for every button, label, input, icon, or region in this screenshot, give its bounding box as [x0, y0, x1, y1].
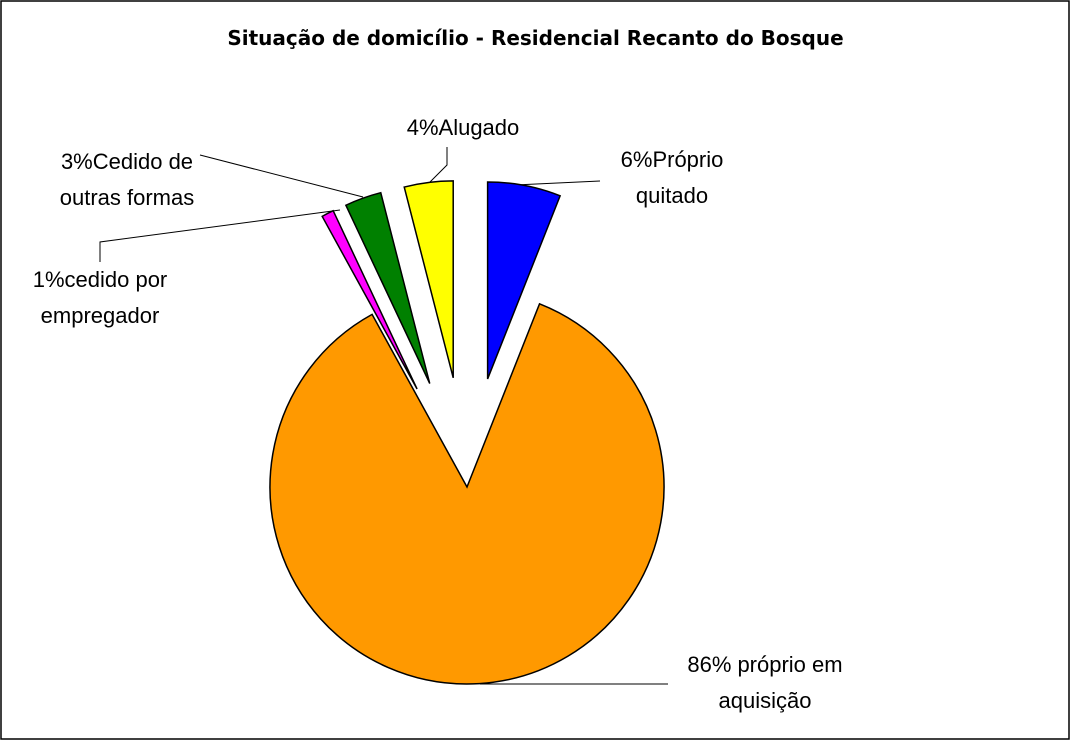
data-label-category: próprio em aquisição — [718, 652, 843, 713]
data-label: 1%cedido por empregador — [20, 262, 180, 334]
pie-slice — [486, 181, 562, 380]
leader-line — [99, 209, 341, 262]
data-label-value: 6% — [620, 147, 653, 172]
leader-line — [199, 154, 364, 198]
data-label: 6%Próprio quitado — [602, 142, 742, 214]
chart-title: Situação de domicílio - Residencial Reca… — [227, 26, 844, 50]
data-label-category: Próprio quitado — [635, 147, 724, 208]
pie-slice — [344, 191, 431, 384]
data-label-category: Cedido de outras formas — [59, 149, 195, 210]
data-label-category: Alugado — [438, 115, 520, 140]
data-label-category: cedido por empregador — [40, 267, 168, 328]
pie-slice — [403, 180, 454, 379]
pie-slice — [321, 209, 418, 390]
data-label-value: 4% — [406, 115, 439, 140]
data-label: 86% próprio em aquisição — [670, 647, 860, 719]
pie-slice — [269, 302, 665, 685]
data-label: 3%Cedido de outras formas — [47, 144, 207, 216]
data-label-value: 86% — [687, 652, 732, 677]
data-label-value: 3% — [60, 149, 93, 174]
data-label: 4%Alugado — [363, 110, 563, 146]
leader-lines — [99, 147, 668, 685]
data-label-value: 1% — [32, 267, 65, 292]
leader-line — [514, 180, 601, 186]
leader-line — [429, 147, 448, 183]
